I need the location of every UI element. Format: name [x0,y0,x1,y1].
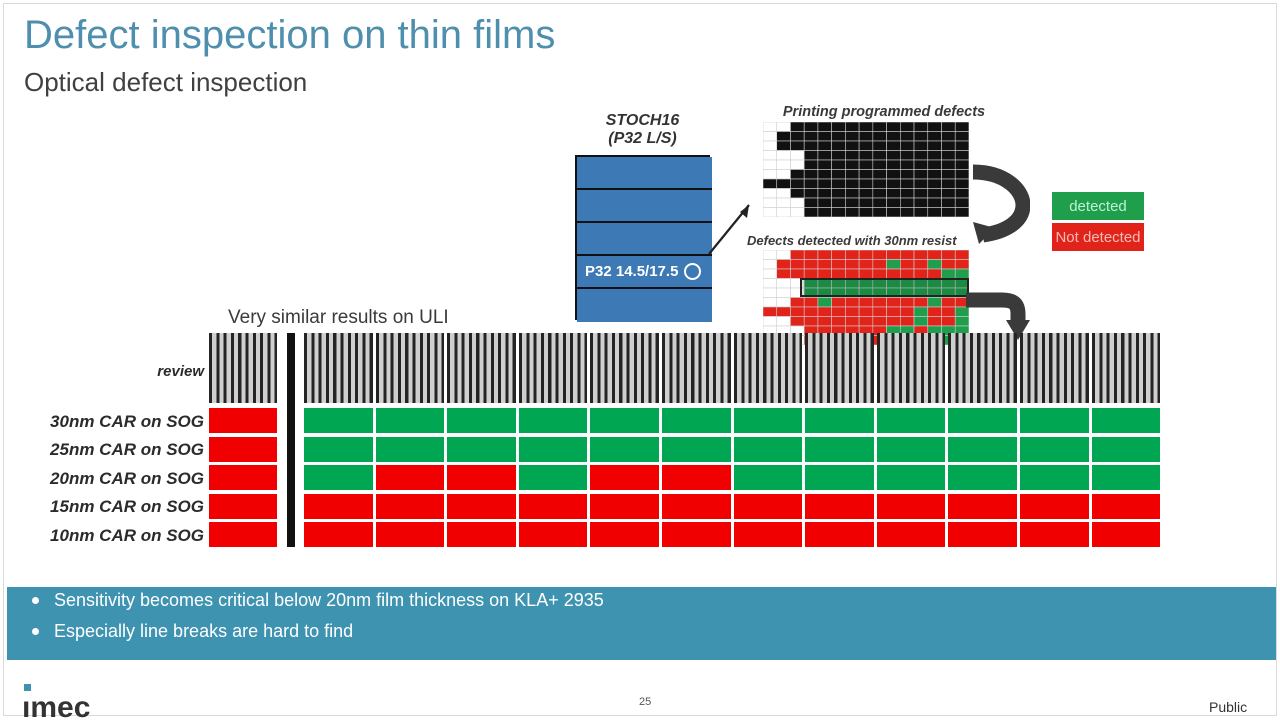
svg-text:ımec: ımec [22,691,90,724]
